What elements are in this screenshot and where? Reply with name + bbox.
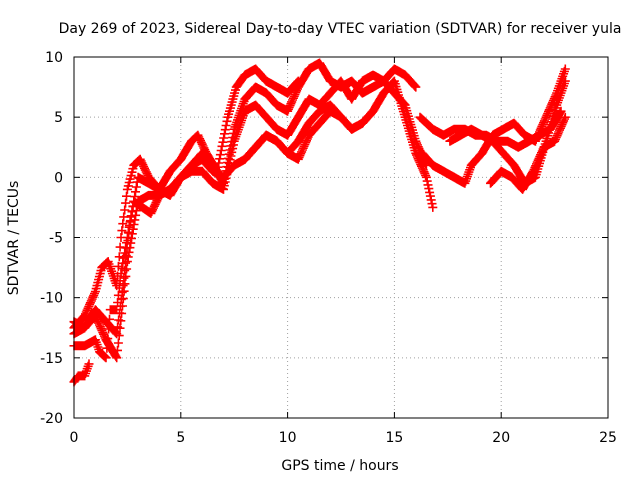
x-tick-label: 25: [599, 430, 617, 446]
y-tick-label: 10: [45, 50, 63, 66]
x-tick-label: 0: [70, 430, 79, 446]
x-tick-label: 5: [176, 430, 185, 446]
series-track-10: [486, 112, 570, 194]
x-tick-label: 15: [385, 430, 403, 446]
y-tick-label: -5: [49, 231, 63, 247]
chart-title: Day 269 of 2023, Sidereal Day-to-day VTE…: [59, 21, 622, 37]
y-axis-title: SDTVAR / TECUs: [6, 181, 22, 296]
y-tick-label: -10: [40, 291, 63, 307]
y-tick-label: 5: [54, 110, 63, 126]
x-axis-title: GPS time / hours: [281, 458, 398, 474]
x-tick-label: 10: [279, 430, 297, 446]
data-point-markers: [240, 100, 378, 164]
series-track-8: [417, 64, 570, 188]
x-tick-label: 20: [492, 430, 510, 446]
series-track-6: [240, 100, 378, 164]
y-tick-label: 0: [54, 170, 63, 186]
data-point-markers: [417, 64, 570, 188]
axis-ticks: 0 5 10 15 20 25 -20 -15 -10 -5 0 5 10: [40, 50, 617, 446]
data-point-markers: [486, 112, 570, 194]
y-tick-label: -15: [40, 351, 63, 367]
y-tick-label: -20: [40, 411, 63, 427]
